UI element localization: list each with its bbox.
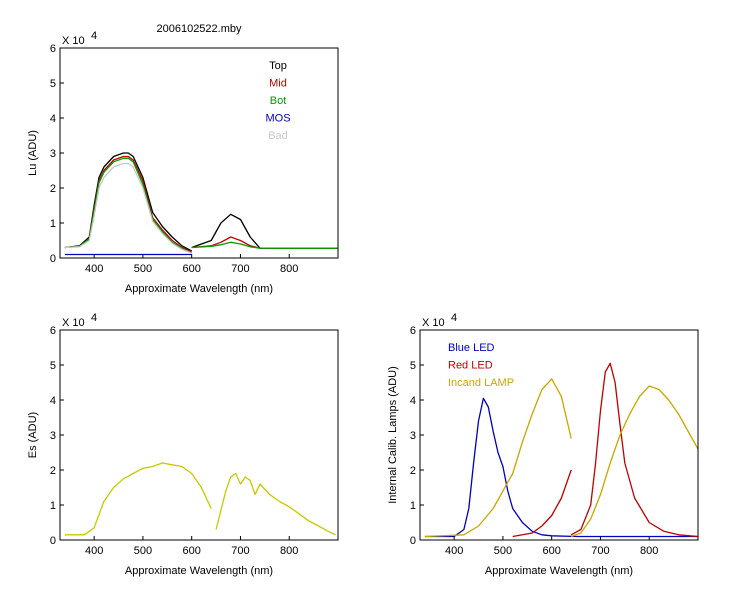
y-tick-label: 0 [410, 535, 416, 547]
x-tick-label: 700 [591, 545, 609, 557]
y-tick-label: 0 [50, 253, 56, 265]
x-axis-label: Approximate Wavelength (nm) [485, 565, 633, 577]
y-multiplier: X 10 [62, 317, 85, 329]
y-tick-label: 3 [50, 148, 56, 160]
series-line-2-segment-1 [512, 469, 572, 538]
legend-entry: Red LED [448, 360, 493, 372]
y-exponent: 4 [451, 312, 457, 324]
y-exponent: 4 [91, 312, 97, 324]
x-tick-label: 700 [231, 545, 249, 557]
x-tick-label: 400 [445, 545, 463, 557]
y-tick-label: 2 [410, 465, 416, 477]
y-axis-label: Internal Calib. Lamps (ADU) [387, 366, 399, 504]
y-tick-label: 4 [50, 395, 56, 407]
x-tick-label: 500 [494, 545, 512, 557]
y-tick-label: 6 [50, 325, 56, 337]
y-tick-label: 3 [50, 430, 56, 442]
legend-entry: Blue LED [448, 342, 495, 354]
y-tick-label: 6 [410, 325, 416, 337]
y-axis-label: Lu (ADU) [27, 130, 39, 176]
y-tick-label: 4 [410, 395, 416, 407]
y-tick-label: 6 [50, 43, 56, 55]
series-line-3-segment-1 [64, 157, 192, 254]
chart-panel-1: 400 500 600 700 800 0 1 2 3 4 5 6 X 10 4 Approximate W… [27, 23, 339, 295]
x-axis-label: Approximate Wavelength (nm) [125, 283, 273, 295]
y-tick-label: 5 [50, 360, 56, 372]
legend-entry: Bot [270, 95, 287, 107]
y-tick-label: 4 [50, 113, 56, 125]
y-tick-label: 0 [50, 535, 56, 547]
y-tick-label: 1 [410, 500, 416, 512]
legend-entry: Top [269, 60, 287, 72]
y-tick-label: 1 [50, 500, 56, 512]
chart-panel-2: 400 500 600 700 800 0 1 2 3 4 5 6 X 10 4 Approximate W… [27, 312, 339, 577]
series-line-5-segment-1 [64, 162, 192, 254]
series-line-1-segment-2 [191, 213, 338, 249]
x-tick-label: 600 [183, 263, 201, 275]
series-line-3-segment-2 [570, 385, 699, 538]
series-line-3-segment-1 [424, 378, 572, 538]
chart-title: 2006102522.mby [156, 23, 242, 35]
x-tick-label: 500 [134, 263, 152, 275]
x-tick-label: 800 [640, 545, 658, 557]
x-tick-label: 800 [280, 545, 298, 557]
y-tick-label: 1 [50, 218, 56, 230]
y-tick-label: 3 [410, 430, 416, 442]
series-line-1-segment-1 [64, 152, 193, 252]
chart-panel-3: 400 500 600 700 800 0 1 2 3 4 5 6 X 10 4 Approximate W… [387, 312, 699, 577]
x-tick-label: 500 [134, 545, 152, 557]
x-tick-label: 400 [85, 263, 103, 275]
x-tick-label: 800 [280, 263, 298, 275]
series-line-1-segment-2 [215, 472, 336, 536]
y-multiplier: X 10 [62, 35, 85, 47]
series-line-1-segment-1 [64, 462, 212, 536]
legend-entry: Mid [269, 78, 287, 90]
y-exponent: 4 [91, 30, 97, 42]
y-tick-label: 2 [50, 465, 56, 477]
y-axis-label: Es (ADU) [27, 412, 39, 458]
x-tick-label: 600 [543, 545, 561, 557]
y-multiplier: X 10 [422, 317, 445, 329]
legend-entry: Bad [268, 130, 288, 142]
series-line-3-segment-2 [191, 241, 338, 249]
x-tick-label: 400 [85, 545, 103, 557]
series-line-2-segment-2 [570, 362, 699, 538]
plot-frame [59, 47, 339, 259]
y-tick-label: 5 [410, 360, 416, 372]
x-axis-label: Approximate Wavelength (nm) [125, 565, 273, 577]
x-tick-label: 600 [183, 545, 201, 557]
legend-entry: MOS [265, 113, 290, 125]
y-tick-label: 2 [50, 183, 56, 195]
legend-entry: Incand LAMP [448, 377, 514, 389]
x-tick-label: 700 [231, 263, 249, 275]
series-line-1-segment-1 [424, 397, 698, 538]
y-tick-label: 5 [50, 78, 56, 90]
